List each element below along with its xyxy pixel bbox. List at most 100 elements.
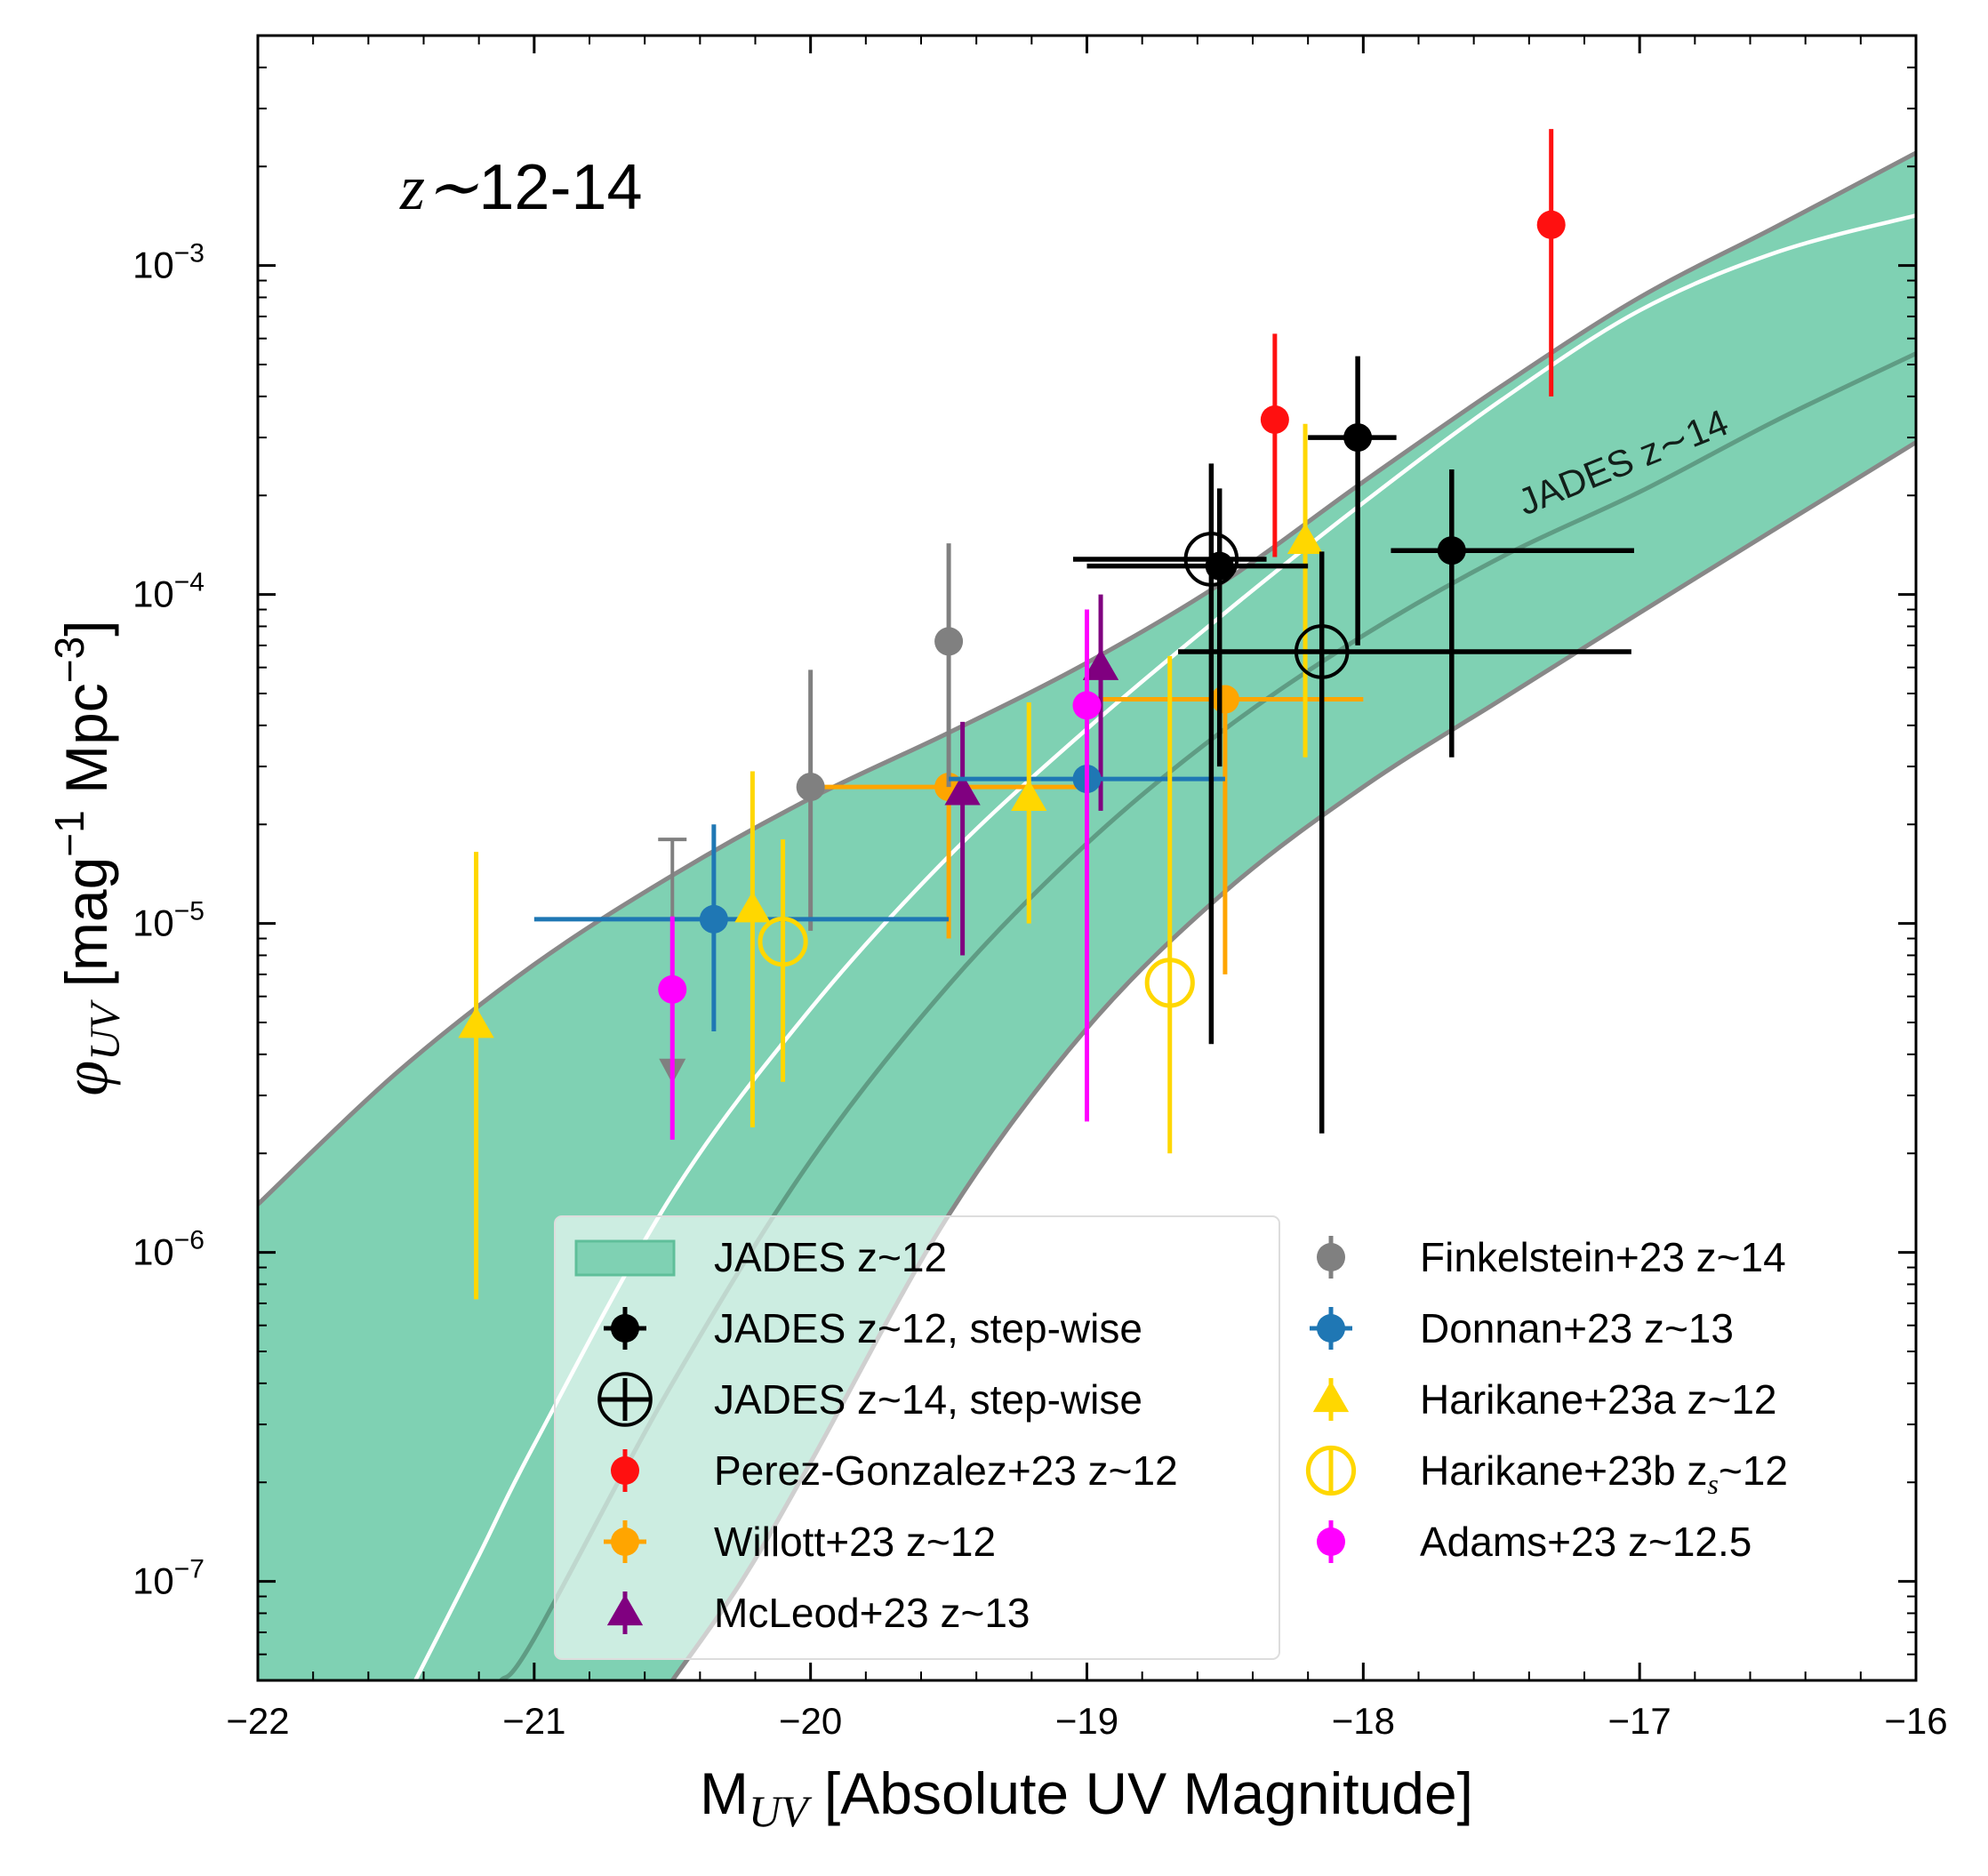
x-tick-label: −22 [226, 1700, 289, 1742]
legend-entry: Harikane+23a z~12 [1312, 1376, 1777, 1423]
data-point [934, 627, 964, 656]
data-point [458, 1006, 494, 1038]
y-tick-base: 10 [132, 573, 174, 615]
legend-marker [1317, 1243, 1345, 1271]
data-point [796, 773, 825, 802]
legend-label: JADES z~12 [714, 1234, 947, 1280]
data-point [1343, 423, 1373, 453]
legend-label-main: Harikane+23b z [1420, 1447, 1707, 1494]
data-point [1011, 780, 1047, 812]
legend-label: Harikane+23a z~12 [1420, 1376, 1777, 1423]
data-point [1082, 648, 1119, 680]
series-harikane_b [758, 655, 1195, 1154]
legend-band-swatch [574, 1239, 676, 1277]
y-tick-exponent: −3 [174, 239, 204, 269]
legend-entry: JADES z~12, step-wise [604, 1305, 1142, 1351]
data-point [1437, 536, 1466, 565]
data-point [1260, 405, 1289, 434]
series-jades12 [1086, 356, 1634, 767]
legend-label-main: Adams+23 z~12.5 [1420, 1519, 1752, 1565]
series-harikane_a [458, 423, 1324, 1300]
legend-label-tail: ~12 [1719, 1447, 1788, 1494]
series-adams [658, 609, 1102, 1140]
data-point [1072, 691, 1102, 720]
y-tick-label: 10−3 [132, 239, 204, 286]
data-point [734, 891, 771, 923]
y-tick-base: 10 [132, 1231, 174, 1273]
legend-entry: Finkelstein+23 z~14 [1317, 1234, 1786, 1280]
ylabel-open: [mag [53, 857, 119, 1004]
legend-label: Finkelstein+23 z~14 [1420, 1234, 1786, 1280]
legend-frame [554, 1215, 1280, 1660]
ylabel-phi: φ [50, 1061, 121, 1096]
xlabel-sub: UV [749, 1786, 813, 1836]
legend-label-sub: s [1707, 1468, 1718, 1500]
data-point [658, 974, 687, 1004]
legend-entry: Perez-Gonzalez+23 z~12 [611, 1447, 1178, 1494]
legend-marker [1317, 1314, 1345, 1343]
legend-label: JADES z~12, step-wise [714, 1305, 1142, 1351]
legend-label: Donnan+23 z~13 [1420, 1305, 1734, 1351]
legend-entry: JADES z~12 [574, 1234, 947, 1280]
legend-label: Harikane+23b zs~12 [1420, 1447, 1788, 1500]
legend-entry: Donnan+23 z~13 [1310, 1305, 1734, 1351]
data-point [1294, 624, 1350, 679]
y-axis-label: φUV [mag−1 Mpc−3] [46, 620, 129, 1095]
legend-label-main: Donnan+23 z~13 [1420, 1305, 1734, 1351]
legend-entry: Harikane+23b zs~12 [1305, 1445, 1788, 1500]
y-tick-exponent: −4 [174, 568, 204, 597]
y-tick-base: 10 [132, 245, 174, 286]
legend-label: Perez-Gonzalez+23 z~12 [714, 1447, 1178, 1494]
legend-entry: Adams+23 z~12.5 [1317, 1519, 1752, 1565]
legend-entry: JADES z~14, step-wise [597, 1372, 1142, 1427]
y-tick-label: 10−4 [132, 568, 204, 615]
legend-entry: Willott+23 z~12 [604, 1519, 996, 1565]
series-jades14 [1072, 463, 1631, 1134]
legend-label: Willott+23 z~12 [714, 1519, 996, 1565]
legend-label-main: Harikane+23a z~12 [1420, 1376, 1777, 1423]
data-point [1210, 685, 1239, 714]
legend-marker [606, 1594, 644, 1626]
y-tick-exponent: −7 [174, 1555, 204, 1584]
legend-marker [611, 1314, 639, 1343]
legend-entry: McLeod+23 z~13 [606, 1590, 1030, 1636]
x-tick-label: −17 [1608, 1700, 1671, 1742]
legend-label: Adams+23 z~12.5 [1420, 1519, 1752, 1565]
ylabel-close: ] [53, 620, 119, 636]
title-prefix: z∼ [399, 152, 478, 223]
legend-marker [597, 1372, 653, 1427]
chart-title: z∼12-14 [399, 152, 643, 223]
xlabel-m: M [700, 1760, 749, 1826]
data-point [758, 917, 808, 967]
x-tick-label: −19 [1055, 1700, 1118, 1742]
xlabel-rest: [Absolute UV Magnitude] [808, 1760, 1473, 1826]
series-perez [1260, 129, 1566, 557]
legend-marker [1317, 1527, 1345, 1556]
y-tick-base: 10 [132, 902, 174, 944]
ylabel-mid: Mpc [53, 683, 119, 810]
y-tick-base: 10 [132, 1560, 174, 1602]
legend-marker [611, 1527, 639, 1556]
x-tick-label: −18 [1332, 1700, 1395, 1742]
legend-marker [1312, 1381, 1350, 1413]
legend-label: McLeod+23 z~13 [714, 1590, 1030, 1636]
title-suffix: 12-14 [478, 152, 642, 223]
legend-marker [1305, 1445, 1357, 1496]
legend-label-main: Finkelstein+23 z~14 [1420, 1234, 1786, 1280]
ylabel-sup1: −1 [46, 810, 92, 856]
legend-marker [611, 1456, 639, 1485]
y-tick-exponent: −5 [174, 897, 204, 926]
y-tick-label: 10−6 [132, 1226, 204, 1273]
data-point [699, 904, 728, 934]
x-tick-label: −16 [1884, 1700, 1947, 1742]
data-point [944, 774, 981, 806]
ylabel-sub: UV [82, 999, 129, 1061]
data-point [1183, 532, 1239, 587]
ylabel-sup2: −3 [46, 637, 92, 683]
x-axis-label: MUV [Absolute UV Magnitude] [700, 1760, 1473, 1836]
legend-label: JADES z~14, step-wise [714, 1376, 1142, 1423]
data-point [1536, 210, 1566, 239]
data-point [1287, 523, 1324, 555]
x-tick-label: −21 [502, 1700, 565, 1742]
